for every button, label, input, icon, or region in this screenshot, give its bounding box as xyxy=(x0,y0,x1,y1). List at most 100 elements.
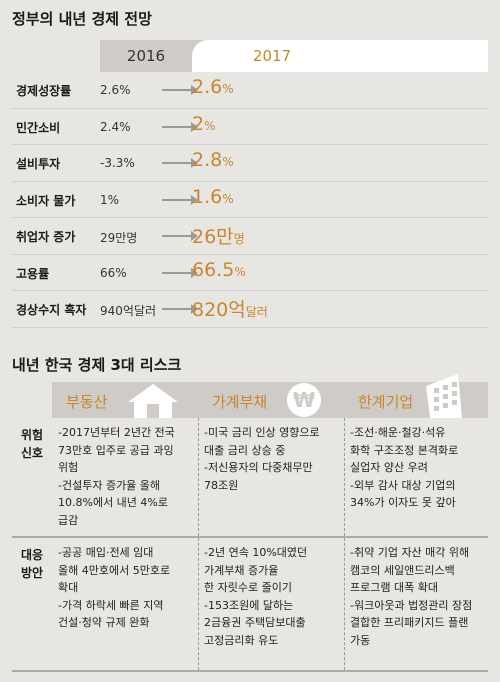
arrow-icon xyxy=(162,194,198,205)
col-2017-tab: 2017 xyxy=(192,40,488,72)
cell-line: 급감 xyxy=(58,513,79,527)
col-marginal-firms: 한계기업 xyxy=(344,382,488,418)
cell-line: 10.8%에서 내년 4%로 xyxy=(58,496,168,510)
indicator-label: 취업자 증가 xyxy=(16,230,76,244)
forecast-table: 2016 2017 경제성장률 2.6% 2.6% 민간소비 2.4% 2% 설비투자 -3.… xyxy=(12,40,488,330)
svg-text:₩: ₩ xyxy=(293,388,315,412)
cell-line: 확대 xyxy=(58,581,79,595)
cell-line: -취약 기업 자산 매각 위해 xyxy=(350,546,470,559)
indicator-label: 고용률 xyxy=(16,266,50,281)
risk-signal-row: 위험 신호 -2017년부터 2년간 전국 73만호 입주로 공급 과잉 위험 -건설투자… xyxy=(12,418,488,538)
risk-table: 부동산 가계부채 한계기업 ₩ xyxy=(12,374,488,672)
risk-cell: -공공 매입·전세 임대 올해 4만호에서 5만호로 확대 -가격 하락세 빠른 지역… xyxy=(52,538,198,670)
won-icon: ₩ xyxy=(284,382,324,422)
cell-line: 73만호 입주로 공급 과잉 xyxy=(58,443,174,457)
forecast-row: 민간소비 2.4% 2% xyxy=(12,109,488,145)
cell-line: -가격 하락세 빠른 지역 xyxy=(58,598,164,612)
cell-line: -건설투자 증가율 올해 xyxy=(58,478,161,492)
value-2017: 66.5% xyxy=(192,259,246,281)
row-category-line: 신호 xyxy=(20,446,44,460)
risk-header: 부동산 가계부채 한계기업 ₩ xyxy=(12,374,488,418)
row-category-line: 위험 xyxy=(20,428,44,442)
value-2017-number: 820억 xyxy=(192,299,246,321)
arrow-icon xyxy=(162,231,198,241)
value-2017-number: 2.6 xyxy=(192,76,223,98)
cell-line: 캠코의 세일앤드리스백 xyxy=(350,563,455,577)
cell-line: 건설·청약 규제 완화 xyxy=(58,616,150,630)
cell-line: 위험 xyxy=(58,461,79,475)
risk-cell: -2년 연속 10%대였던 가계부채 증가율 한 자릿수로 줄이기 -153조원에 달… xyxy=(198,538,344,670)
value-2017-unit: % xyxy=(204,118,216,133)
cell-line: 고정금리화 유도 xyxy=(204,633,279,647)
cell-line: 프로그램 대폭 확대 xyxy=(350,581,438,595)
value-2016: -3.3% xyxy=(100,156,135,170)
forecast-row: 고용률 66% 66.5% xyxy=(12,255,488,291)
column-divider xyxy=(344,418,345,536)
forecast-row: 취업자 증가 29만명 26만명 xyxy=(12,218,488,255)
cell-line: 화학 구조조정 본격화로 xyxy=(350,443,459,457)
col-label-household-debt: 가계부채 xyxy=(212,393,268,411)
value-2016: 940억달러 xyxy=(100,304,157,318)
col-label-real-estate: 부동산 xyxy=(66,393,108,411)
value-2017-unit: % xyxy=(234,264,246,279)
indicator-label: 설비투자 xyxy=(16,157,61,171)
col-2017: 2017 xyxy=(252,47,292,65)
value-2016: 2.4% xyxy=(100,119,131,134)
cell-line: 가계부채 증가율 xyxy=(204,563,279,577)
cell-line: 2금융권 주택담보대출 xyxy=(204,616,306,630)
cell-line: -워크아웃과 법정관리 장점 xyxy=(350,598,473,612)
cell-line: -미국 금리 인상 영향으로 xyxy=(204,426,320,439)
cell-line: -153조원에 달하는 xyxy=(204,598,294,612)
value-2017-number: 26만 xyxy=(192,226,234,248)
forecast-title: 정부의 내년 경제 전망 xyxy=(12,10,152,28)
value-2017-unit: % xyxy=(222,191,234,206)
col-household-debt: 가계부채 xyxy=(198,382,344,418)
indicator-label: 소비자 물가 xyxy=(16,193,76,208)
column-divider xyxy=(198,418,199,536)
value-2017-unit: % xyxy=(222,82,234,96)
value-2017-number: 2 xyxy=(192,112,205,135)
risk-body: 위험 신호 -2017년부터 2년간 전국 73만호 입주로 공급 과잉 위험 -건설투자… xyxy=(12,418,488,672)
cell-line: -저신용자의 다중채무만 xyxy=(204,461,313,475)
value-2017-unit: 달러 xyxy=(245,305,268,319)
response-row: 대응 방안 -공공 매입·전세 임대 올해 4만호에서 5만호로 확대 -가격 하락세 빠… xyxy=(12,538,488,672)
value-2017: 1.6% xyxy=(192,186,234,208)
risk-cell: -2017년부터 2년간 전국 73만호 입주로 공급 과잉 위험 -건설투자 증가율… xyxy=(52,418,198,536)
cell-line: 가동 xyxy=(350,633,371,647)
forecast-row: 경상수지 흑자 940억달러 820억달러 xyxy=(12,291,488,328)
column-divider xyxy=(344,538,345,670)
row-category-line: 대응 xyxy=(20,548,44,562)
value-2017: 2.8% xyxy=(192,149,234,171)
value-2016: 2.6% xyxy=(100,83,131,97)
col-real-estate: 부동산 xyxy=(52,382,198,418)
forecast-rows: 경제성장률 2.6% 2.6% 민간소비 2.4% 2% 설비투자 -3.3% 2.8% 소비자 … xyxy=(12,72,488,328)
value-2016: 29만명 xyxy=(100,231,138,245)
forecast-row: 설비투자 -3.3% 2.8% xyxy=(12,145,488,182)
value-2017-unit: 명 xyxy=(233,232,245,246)
arrow-icon xyxy=(162,85,198,95)
value-2017-unit: % xyxy=(222,155,234,169)
value-2016: 1% xyxy=(100,192,120,207)
cell-line: 올해 4만호에서 5만호로 xyxy=(58,563,171,577)
arrow-icon xyxy=(162,267,198,278)
risk-cell: -조선·해운·철강·석유 화학 구조조정 본격화로 실업자 양산 우려 -외부 감사 … xyxy=(344,418,488,536)
value-2017-number: 66.5 xyxy=(192,258,235,281)
value-2017-number: 1.6 xyxy=(192,185,223,208)
cell-line: 34%가 이자도 못 갚아 xyxy=(350,496,456,510)
cell-line: 대출 금리 상승 중 xyxy=(204,443,286,457)
arrow-icon xyxy=(162,304,198,314)
cell-line: 78조원 xyxy=(204,478,239,492)
forecast-row: 경제성장률 2.6% 2.6% xyxy=(12,72,488,109)
value-2016: 66% xyxy=(100,265,127,280)
house-icon xyxy=(122,382,184,422)
cell-line: 실업자 양산 우려 xyxy=(350,461,428,475)
cell-line: -2년 연속 10%대였던 xyxy=(204,546,308,559)
value-2017: 26만명 xyxy=(192,222,245,249)
col-label-marginal-firms: 한계기업 xyxy=(358,393,414,411)
cell-line: -조선·해운·철강·석유 xyxy=(350,426,446,439)
row-category-line: 방안 xyxy=(20,566,44,580)
